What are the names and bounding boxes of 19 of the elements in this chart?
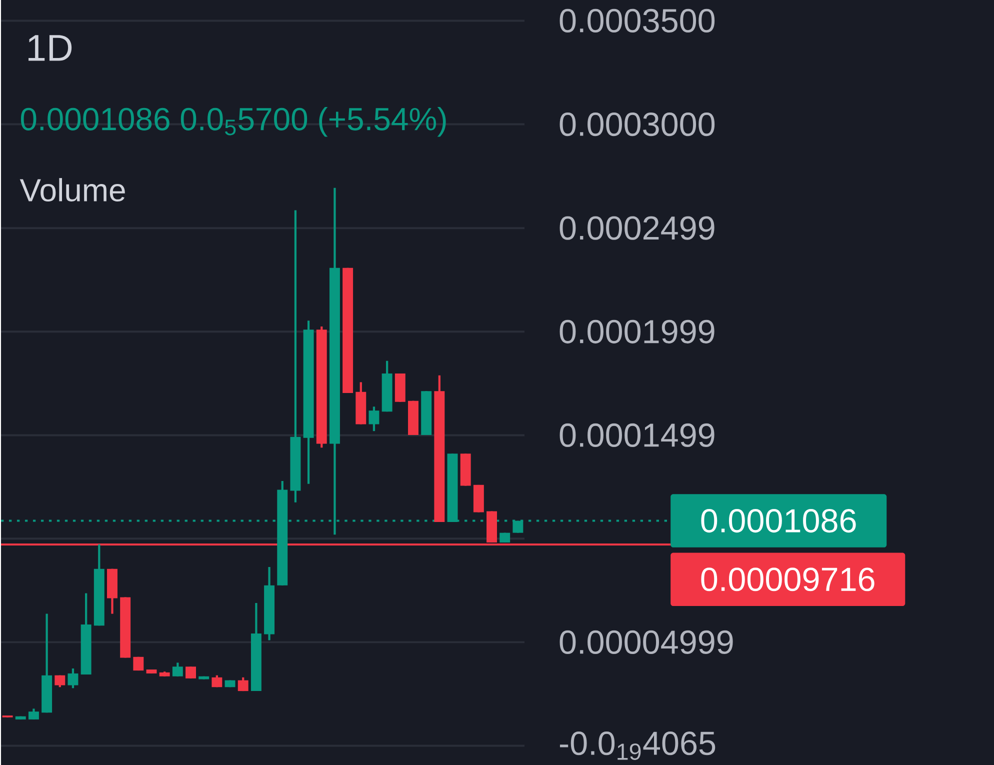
text: 0.0001086 0.0$_{5}$5700 (+5.54%): [20, 106, 446, 137]
y-tick-label: 0.0001999: [560, 320, 714, 344]
candlestick: [133, 656, 144, 672]
annotation: Volume: [20, 178, 125, 202]
y-tick-label: -0.0$_{19}$4065: [560, 731, 716, 760]
y-tick-label: 0.0003000: [560, 112, 715, 136]
candlestick: [186, 665, 196, 680]
candlestick: [368, 405, 380, 432]
ref-line-label: 0.00009716: [701, 567, 874, 592]
y-tick-label: 0.00004999: [560, 630, 733, 654]
y-tick-label: 0.0002499: [560, 216, 714, 240]
candlestick: [68, 667, 78, 690]
candlestick: [238, 676, 248, 692]
text: 1D: [28, 35, 72, 61]
candlestick: [172, 662, 183, 678]
candlestick: [28, 707, 39, 720]
ref-line-label: 0.0001086: [701, 508, 856, 532]
y-tick-label: 0.0003500: [560, 8, 715, 32]
y-tick-label: 0.0001499: [560, 423, 714, 447]
